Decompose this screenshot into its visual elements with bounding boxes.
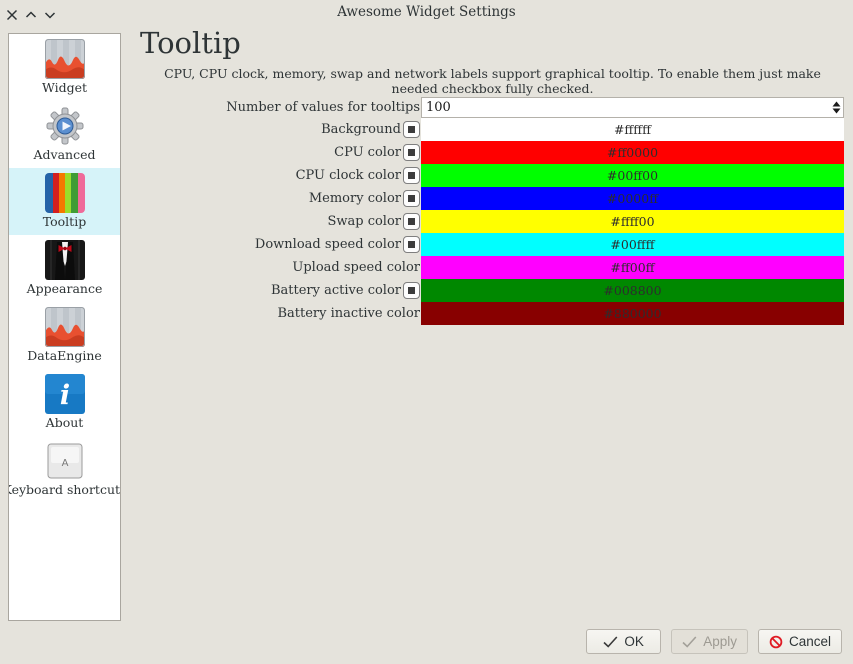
color-value: #ffff00 [610,214,655,229]
close-icon[interactable] [6,6,18,21]
stripes-icon [44,173,85,213]
tooltip-values-spinbox[interactable]: 100 [421,97,844,118]
color-value: #008800 [603,283,662,298]
sidebar-item-label: Tooltip [42,214,87,229]
color-swatch-button[interactable]: #ff0000 [421,141,844,164]
cancel-button[interactable]: Cancel [757,629,842,654]
color-row: Battery inactive color #880000 [0,302,844,325]
checkbox-battery-active-color[interactable] [403,282,420,299]
checkbox-mark [408,149,415,156]
info-icon: i [44,374,85,414]
color-row-label: Download speed color [254,237,401,252]
chevron-up-icon[interactable] [25,6,37,18]
color-swatch-button[interactable]: #00ff00 [421,164,844,187]
svg-text:A: A [61,458,68,469]
tooltip-values-label: Number of values for tooltips [226,100,420,115]
checkbox-background[interactable] [403,121,420,138]
ok-button[interactable]: OK [586,629,662,654]
sidebar-item-about[interactable]: i About [9,369,120,436]
color-value: #ffffff [613,122,652,137]
color-value: #00ff00 [606,168,659,183]
color-value: #ff0000 [606,145,659,160]
color-row-label: Swap color [327,214,401,229]
color-row: CPU color #ff0000 [0,141,844,164]
color-swatch-button[interactable]: #00ffff [421,233,844,256]
checkbox-swap-color[interactable] [403,213,420,230]
titlebar: Awesome Widget Settings [0,0,853,24]
keyboard-icon: A [45,441,85,481]
chart-icon [44,307,85,347]
color-row-label: CPU clock color [295,168,401,183]
sidebar-item-appearance[interactable]: Appearance [9,235,120,302]
color-row-label: Upload speed color [292,260,420,275]
sidebar-item-keyboard-shortcuts[interactable]: A Keyboard shortcuts [9,436,120,503]
sidebar-item-advanced[interactable]: Advanced [9,101,120,168]
sidebar-item-dataengine[interactable]: DataEngine [9,302,120,369]
cancel-button-label: Cancel [788,634,831,649]
window-title: Awesome Widget Settings [337,4,516,20]
sidebar: Widget Advanced [8,33,121,621]
color-swatch-button[interactable]: #ffff00 [421,210,844,233]
dialog-buttons: OK Apply Cancel [586,629,842,654]
color-swatch-button[interactable]: #ffffff [421,118,844,141]
color-row: Background #ffffff [0,118,844,141]
color-row-label: CPU color [334,145,401,160]
color-row-label: Memory color [308,191,401,206]
tooltip-values-row: Number of values for tooltips 100 [0,97,844,118]
color-row: Download speed color #00ffff [0,233,844,256]
tuxedo-icon [44,240,85,280]
color-value: #880000 [603,306,662,321]
sidebar-item-label: About [45,415,84,430]
checkbox-memory-color[interactable] [403,190,420,207]
color-row-label: Battery active color [270,283,401,298]
sidebar-item-label: Appearance [26,281,103,296]
color-row: Upload speed color #ff00ff [0,256,844,279]
check-icon [603,635,618,648]
ok-button-label: OK [624,634,644,649]
chevron-down-icon[interactable] [44,6,56,19]
checkbox-mark [408,172,415,179]
color-rows: Background #ffffff CPU color #ff0000 CPU clo… [0,118,844,325]
tooltip-values-value[interactable]: 100 [426,100,451,115]
gear-icon [45,106,85,146]
color-swatch-button[interactable]: #0000ff [421,187,844,210]
description-text: CPU, CPU clock, memory, swap and network… [164,66,821,96]
color-row: CPU clock color #00ff00 [0,164,844,187]
checkbox-cpu-color[interactable] [403,144,420,161]
sidebar-item-label: Advanced [33,147,96,162]
checkbox-mark [408,241,415,248]
sidebar-item-tooltip[interactable]: Tooltip [9,168,120,235]
cancel-icon [769,635,783,648]
checkbox-mark [408,218,415,225]
color-row-label: Background [321,122,401,137]
spinner-arrows-icon[interactable] [829,98,843,117]
color-value: #ff00ff [610,260,655,275]
color-row: Swap color #ffff00 [0,210,844,233]
checkbox-mark [408,287,415,294]
checkbox-cpu-clock-color[interactable] [403,167,420,184]
checkbox-download-speed-color[interactable] [403,236,420,253]
sidebar-item-label: Widget [41,80,88,95]
page-title: Tooltip [140,26,241,60]
svg-text:i: i [59,380,69,411]
color-row: Battery active color #008800 [0,279,844,302]
checkbox-mark [408,126,415,133]
tooltip-form: Number of values for tooltips 100 Backgr… [0,97,844,325]
apply-button-label: Apply [703,634,737,649]
sidebar-item-label: DataEngine [27,348,102,363]
apply-button[interactable]: Apply [671,629,748,654]
color-value: #00ffff [610,237,655,252]
chart-icon [44,39,85,79]
color-row: Memory color #0000ff [0,187,844,210]
sidebar-item-widget[interactable]: Widget [9,34,120,101]
color-swatch-button[interactable]: #880000 [421,302,844,325]
sidebar-item-label: Keyboard shortcuts [8,482,121,497]
check-icon [682,635,697,648]
color-swatch-button[interactable]: #ff00ff [421,256,844,279]
color-value: #0000ff [606,191,659,206]
checkbox-mark [408,195,415,202]
color-row-label: Battery inactive color [277,306,420,321]
color-swatch-button[interactable]: #008800 [421,279,844,302]
